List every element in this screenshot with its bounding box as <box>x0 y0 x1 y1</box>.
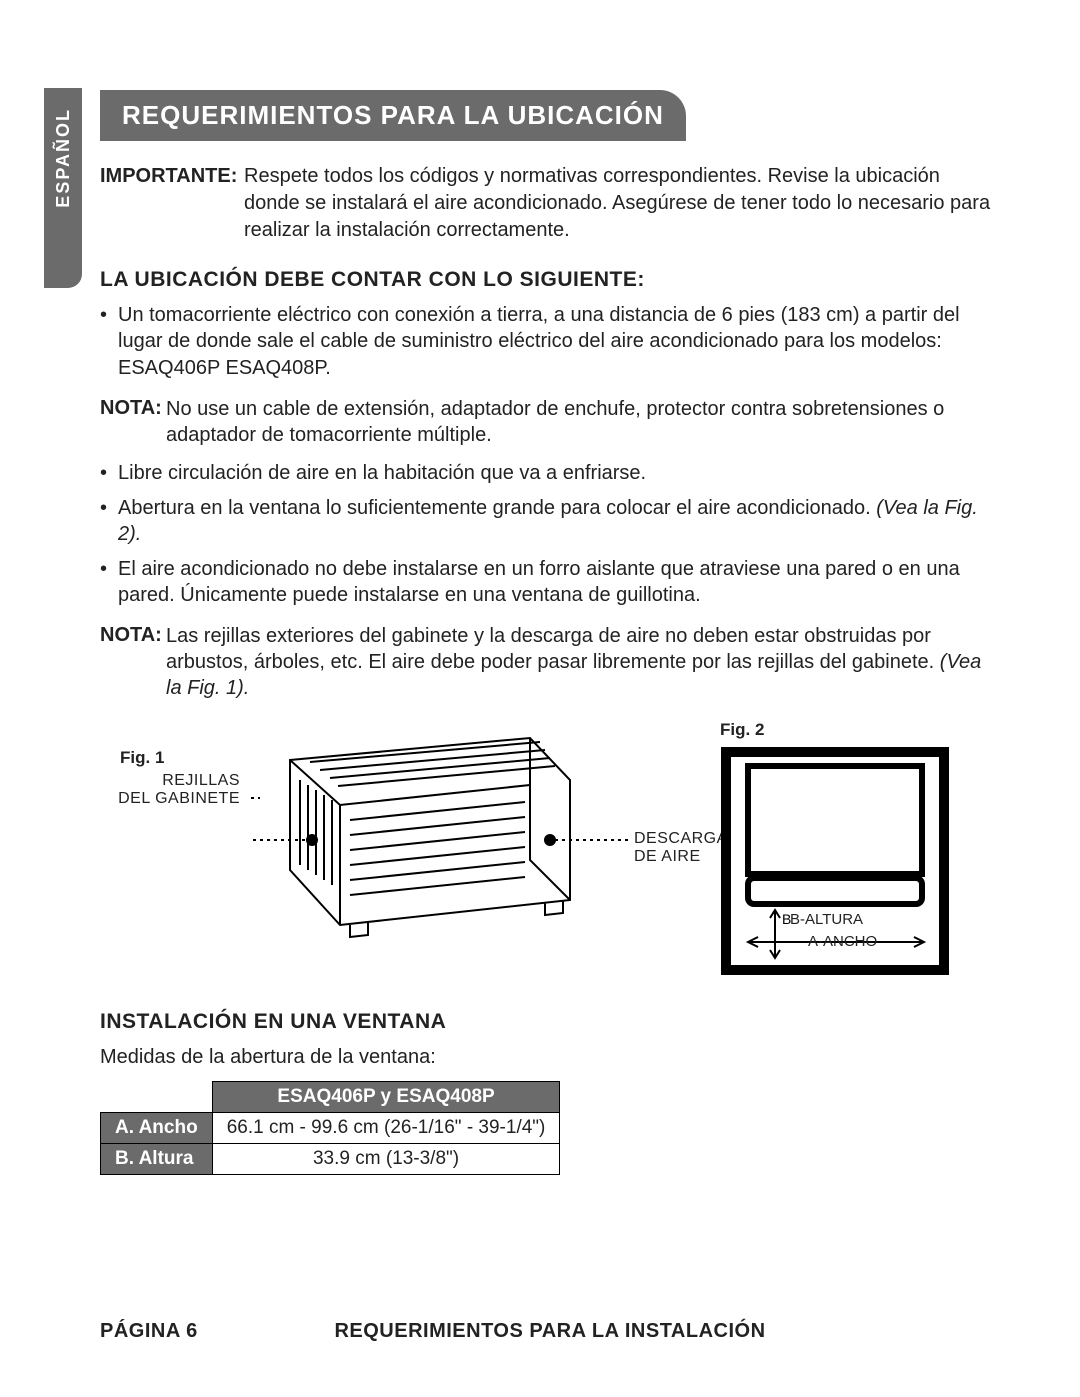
nota-text: Las rejillas exteriores del gabinete y l… <box>100 623 1000 702</box>
bullet-list-mid: Libre circulación de aire en la habitaci… <box>100 460 1000 608</box>
row-value: 33.9 cm (13-3/8") <box>212 1143 560 1174</box>
row-value: 66.1 cm - 99.6 cm (26-1/16" - 39-1/4") <box>212 1112 560 1143</box>
ac-unit-illustration <box>250 720 630 970</box>
important-block: IMPORTANTE: Respete todos los códigos y … <box>100 163 1000 244</box>
row-label: A. Ancho <box>101 1112 213 1143</box>
bullet-item: Un tomacorriente eléctrico con conexión … <box>100 302 1000 381</box>
section2-intro: Medidas de la abertura de la ventana: <box>100 1044 1000 1071</box>
page-content: REQUERIMIENTOS PARA LA UBICACIÓN IMPORTA… <box>0 0 1080 1235</box>
nota-2: NOTA: Las rejillas exteriores del gabine… <box>100 622 1000 702</box>
footer-page: PÁGINA 6 <box>100 1320 198 1343</box>
figure-1: Fig. 1 REJILLAS DEL GABINETE <box>100 720 690 980</box>
fig2-label: Fig. 2 <box>720 720 1000 740</box>
nota-text: No use un cable de extensión, adaptador … <box>100 396 1000 449</box>
fig2-a-label: A-ANCHO <box>808 933 877 950</box>
table-header-row: ESAQ406P y ESAQ408P <box>101 1081 560 1112</box>
bullet-item: Libre circulación de aire en la habitaci… <box>100 460 1000 486</box>
callout-line: DESCARGA <box>634 830 728 848</box>
measurements-table: ESAQ406P y ESAQ408P A. Ancho 66.1 cm - 9… <box>100 1081 560 1175</box>
bullet-item: Abertura en la ventana lo suficientement… <box>100 495 1000 548</box>
fig1-callout-left: REJILLAS DEL GABINETE <box>100 772 240 808</box>
bullet-list-top: Un tomacorriente eléctrico con conexión … <box>100 302 1000 381</box>
nota2-body: Las rejillas exteriores del gabinete y l… <box>166 625 940 673</box>
table-row: A. Ancho 66.1 cm - 99.6 cm (26-1/16" - 3… <box>101 1112 560 1143</box>
fig2-b-label: B-ALTURA <box>790 911 863 928</box>
bullet-item: El aire acondicionado no debe instalarse… <box>100 556 1000 609</box>
bullet-text: Abertura en la ventana lo suficientement… <box>118 497 876 519</box>
page-title: REQUERIMIENTOS PARA LA UBICACIÓN <box>100 90 686 141</box>
footer-section: REQUERIMIENTOS PARA LA INSTALACIÓN <box>334 1320 765 1343</box>
important-label: IMPORTANTE: <box>100 165 237 187</box>
fig1-label: Fig. 1 <box>120 748 164 768</box>
table-header: ESAQ406P y ESAQ408P <box>212 1081 560 1112</box>
callout-line: REJILLAS <box>100 772 240 790</box>
fig1-callout-right: DESCARGA DE AIRE <box>634 830 728 866</box>
nota-1: NOTA: No use un cable de extensión, adap… <box>100 395 1000 448</box>
figures-row: Fig. 1 REJILLAS DEL GABINETE <box>100 720 1000 980</box>
callout-line: DE AIRE <box>634 848 728 866</box>
figure-2: Fig. 2 B B-ALTURA A-ANCHO <box>720 720 1000 980</box>
page-footer: PÁGINA 6 REQUERIMIENTOS PARA LA INSTALAC… <box>100 1320 1000 1343</box>
nota-label: NOTA: <box>100 624 162 646</box>
table-row: B. Altura 33.9 cm (13-3/8") <box>101 1143 560 1174</box>
row-label: B. Altura <box>101 1143 213 1174</box>
section2-heading: INSTALACIÓN EN UNA VENTANA <box>100 1010 1000 1034</box>
nota-label: NOTA: <box>100 397 162 419</box>
callout-line: DEL GABINETE <box>100 790 240 808</box>
section1-heading: LA UBICACIÓN DEBE CONTAR CON LO SIGUIENT… <box>100 268 1000 292</box>
